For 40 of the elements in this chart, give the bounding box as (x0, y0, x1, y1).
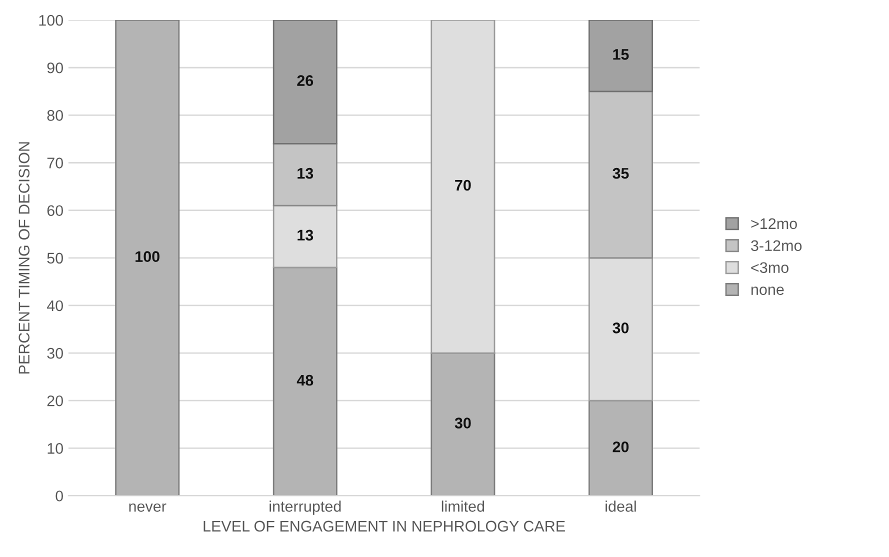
y-tick-label: 50 (47, 252, 63, 264)
y-axis-title: PERCENT TIMING OF DECISION (18, 142, 30, 374)
y-tick-label: 10 (48, 443, 63, 454)
data-label: 30 (454, 418, 471, 428)
legend-label: none (751, 286, 784, 295)
y-tick-label: 30 (47, 348, 63, 359)
y-tick-label: 60 (47, 205, 63, 216)
legend-label: 3-12mo (751, 240, 802, 252)
data-label: 70 (455, 180, 471, 191)
data-label: 48 (296, 374, 314, 386)
bar (272, 20, 338, 144)
y-tick-label: 80 (47, 110, 63, 121)
y-tick-label: 90 (47, 62, 63, 74)
data-label: 26 (297, 75, 314, 86)
data-label: 20 (612, 441, 629, 452)
y-tick-label: 20 (47, 395, 63, 406)
legend-label: >12mo (751, 218, 797, 230)
data-label: 35 (612, 168, 629, 179)
bar (115, 20, 180, 496)
data-label: 13 (298, 168, 314, 179)
data-label: 15 (613, 49, 629, 60)
bar (588, 400, 653, 496)
bar (588, 20, 653, 92)
y-tick-label: 100 (39, 14, 63, 26)
x-axis-title: LEVEL OF ENGAGEMENT IN NEPHROLOGY CARE (204, 520, 565, 532)
x-tick-label: limited (442, 500, 484, 512)
data-label: 13 (298, 230, 314, 241)
x-tick-label: interrupted (270, 500, 341, 515)
bar (588, 90, 653, 259)
y-tick-label: 40 (46, 300, 63, 312)
y-tick-label: 0 (56, 490, 63, 502)
bar (272, 143, 338, 206)
bar (272, 266, 338, 496)
data-label: 100 (136, 251, 160, 262)
bar (430, 352, 496, 496)
data-label: 30 (612, 322, 629, 334)
x-tick-label: ideal (606, 500, 636, 512)
y-tick-label: 70 (47, 158, 63, 168)
legend-label: <3mo (751, 262, 788, 274)
x-tick-label: never (129, 503, 166, 512)
